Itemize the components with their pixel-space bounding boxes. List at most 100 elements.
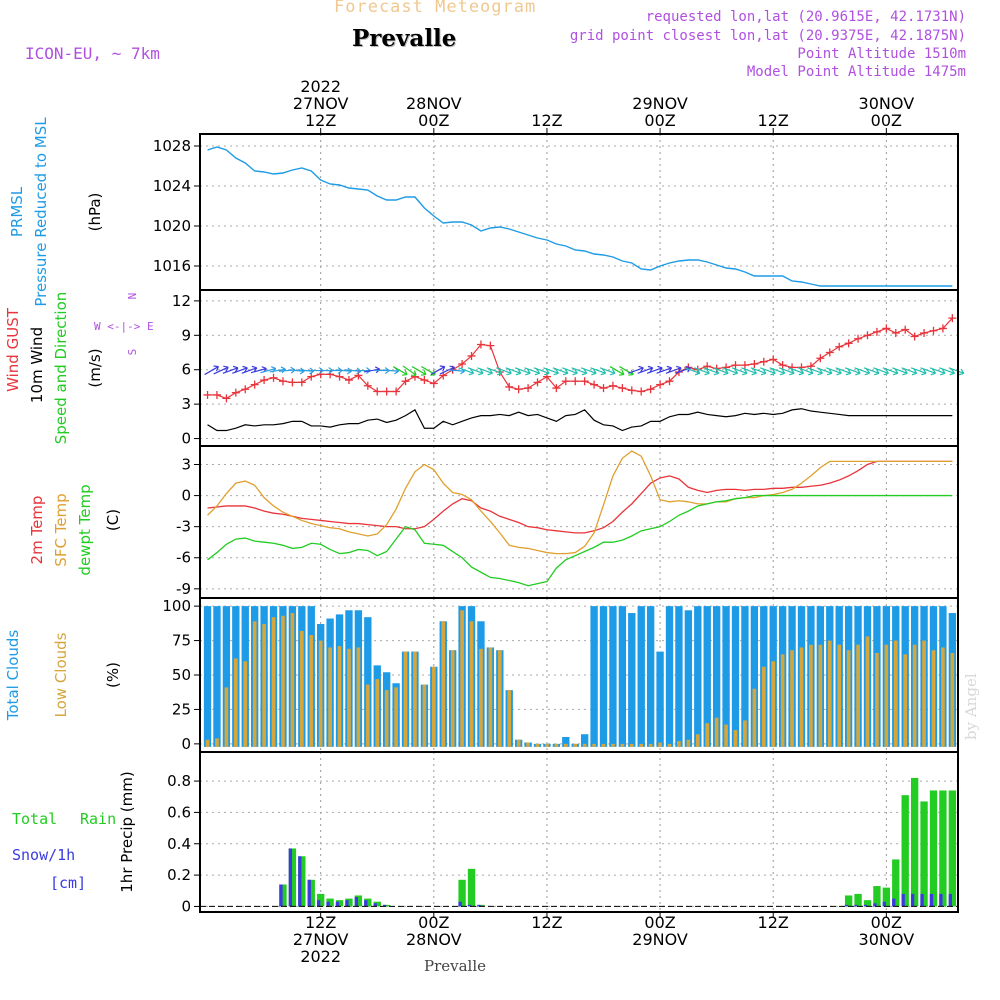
bar-total-clouds (722, 606, 730, 747)
bar-low-clouds (648, 743, 653, 747)
y-tick-label: 3 (181, 395, 191, 413)
top-time-label: 00Z (871, 111, 902, 130)
bar-low-clouds (479, 648, 483, 747)
legend-total: Total (12, 810, 57, 828)
y-tick-label: 1024 (153, 177, 191, 195)
top-time-label: 28NOV (406, 94, 462, 113)
requested-lonlat: requested lon,lat (20.9615E, 42.1731N) (645, 9, 966, 25)
wind-direction-arrow (760, 367, 776, 376)
bar-total-clouds (665, 606, 674, 747)
wind-direction-arrow (826, 367, 842, 376)
wind-direction-arrow (684, 367, 701, 376)
gust-marker (316, 370, 325, 379)
gust-marker (590, 380, 599, 389)
bar-total-clouds (656, 651, 664, 747)
wind-direction-arrow (392, 366, 408, 376)
bottom-time-label: 00Z (418, 913, 449, 932)
wind-direction-arrow (213, 365, 229, 375)
y-tick-label: 0.4 (167, 835, 191, 853)
bar-low-clouds (394, 687, 398, 747)
bar-low-clouds (413, 651, 417, 747)
bar-low-clouds (922, 640, 926, 747)
bar-low-clouds (667, 743, 672, 747)
bar-snow (910, 893, 915, 907)
bar-snow (844, 904, 849, 907)
gust-marker (618, 384, 627, 393)
wind-direction-arrow (222, 365, 239, 374)
bar-total-rain (892, 859, 900, 907)
point-altitude: Point Altitude 1510m (797, 46, 966, 62)
gust-marker (938, 324, 947, 333)
gust-marker (288, 378, 297, 387)
gust-marker (665, 377, 674, 386)
gust-marker (533, 378, 542, 387)
bar-total-rain (345, 898, 353, 907)
top-time-label: 00Z (644, 111, 675, 130)
wind-direction-arrow (477, 367, 493, 376)
panel-frame-precip (199, 751, 959, 913)
series-line-gust (207, 317, 953, 400)
bar-snow (873, 903, 877, 907)
gust-marker (297, 378, 306, 387)
bar-total-clouds (637, 606, 645, 747)
bar-low-clouds (686, 739, 691, 747)
gust-marker (759, 357, 768, 366)
bar-total-rain (326, 898, 334, 907)
bar-snow (335, 901, 340, 907)
unit-temperature: (C) (104, 509, 122, 531)
bar-low-clouds (243, 661, 248, 747)
wind-direction-arrow (448, 367, 466, 375)
bar-snow (892, 898, 896, 907)
bar-low-clouds (837, 644, 842, 747)
gust-marker (373, 387, 382, 396)
y-tick-label: 1028 (153, 137, 191, 155)
bar-low-clouds (856, 644, 860, 747)
wind-direction-arrow (892, 367, 908, 376)
gust-marker (505, 382, 514, 391)
bar-total-clouds (618, 606, 627, 747)
gust-marker (910, 332, 919, 341)
bar-total-clouds (703, 606, 711, 747)
bar-low-clouds (714, 717, 719, 747)
y-tick-label: 50 (172, 666, 191, 684)
series-line-sfc-temp (207, 450, 953, 555)
bar-low-clouds (818, 644, 823, 747)
bar-snow (288, 848, 293, 907)
wind-direction-arrow (873, 367, 889, 376)
bar-low-clouds (545, 743, 549, 747)
bar-total-clouds (694, 606, 702, 747)
bar-total-rain (298, 856, 306, 907)
series-line-prmsl (207, 146, 953, 287)
y-tick-label: -6 (176, 549, 191, 567)
gust-marker (750, 359, 759, 368)
gust-marker (901, 325, 910, 334)
wind-direction-arrow (514, 367, 531, 376)
gust-marker (458, 359, 467, 368)
gust-marker (627, 386, 636, 395)
wind-direction-arrow (797, 367, 814, 376)
bar-snow (458, 901, 462, 907)
bar-total-clouds (646, 606, 655, 747)
wind-direction-arrow (467, 367, 484, 376)
bar-low-clouds (375, 679, 380, 747)
wind-direction-arrow (637, 365, 654, 374)
ylabel-low-clouds: Low Clouds (52, 632, 70, 717)
wind-direction-arrow (882, 367, 899, 376)
gust-marker (250, 380, 259, 389)
wind-direction-arrow (204, 365, 220, 376)
bar-total-clouds (222, 606, 231, 747)
gust-marker (891, 329, 900, 338)
bar-total-rain (316, 893, 325, 907)
bar-low-clouds (215, 738, 219, 747)
gust-marker (260, 376, 269, 385)
wind-direction-arrow (609, 366, 625, 376)
bar-snow (882, 901, 886, 907)
bar-snow (948, 893, 952, 907)
bar-total-rain (844, 895, 853, 907)
bar-total-clouds (731, 606, 740, 747)
wind-direction-arrow (920, 367, 937, 376)
bar-snow (854, 904, 858, 907)
ylabel-precip: 1hr Precip (mm) (118, 771, 136, 892)
bar-snow (364, 900, 368, 907)
bar-low-clouds (620, 743, 625, 747)
